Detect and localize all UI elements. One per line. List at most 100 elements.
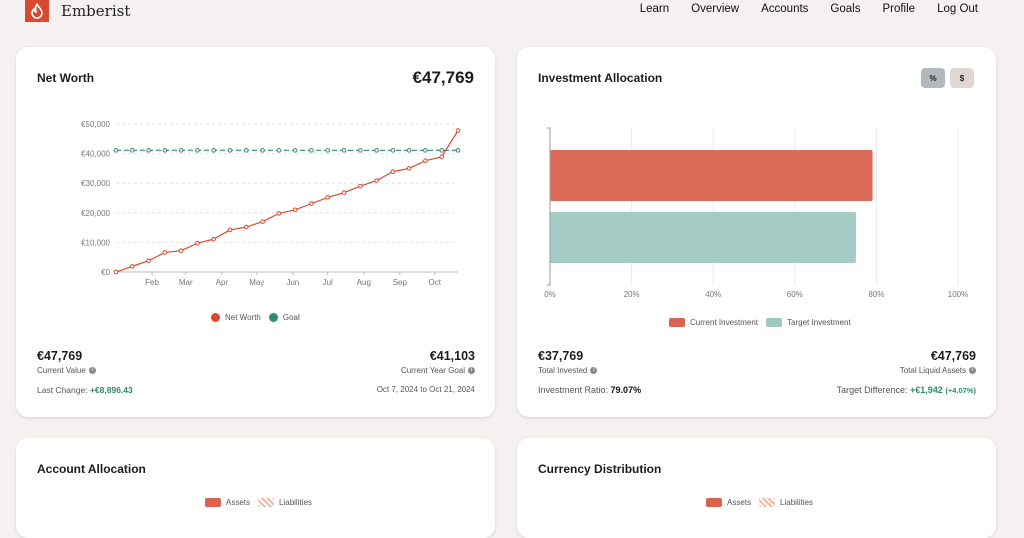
data-point (129, 148, 135, 153)
investment-ratio: Investment Ratio: 79.07% (538, 385, 641, 395)
liabilities-swatch (258, 498, 275, 507)
legend-label: Liabilities (279, 498, 312, 507)
legend-label: Liabilities (780, 498, 813, 507)
investment-card: Investment Allocation % $ 0% 20% 40% 60% 80%… (517, 47, 996, 417)
data-point (178, 148, 184, 153)
card-title: Currency Distribution (538, 462, 662, 476)
series-line (115, 130, 459, 273)
info-icon[interactable]: i (468, 367, 475, 374)
logo[interactable] (25, 0, 49, 22)
data-point (276, 148, 282, 153)
data-point (195, 240, 200, 246)
net-worth-chart: €0 €10,000 €20,000 €30,000 €40,000 €50,000 Feb… (81, 120, 461, 287)
data-point (276, 211, 282, 216)
total-invested-label: Total Invested i (538, 366, 598, 375)
date-range: Oct 7, 2024 to Oct 21, 2024 (376, 385, 475, 394)
label-text: Target Difference: (836, 385, 908, 395)
percent-toggle[interactable]: % (921, 68, 945, 88)
diff-value: +€1,942 (910, 385, 943, 395)
info-icon[interactable]: i (88, 367, 96, 374)
data-point (357, 183, 363, 189)
x-tick-label: Oct (429, 278, 442, 287)
assets-swatch (205, 498, 221, 507)
data-point (211, 148, 217, 153)
x-tick-label: 20% (624, 290, 640, 299)
currency-distribution-card: Currency Distribution Assets Liabilities (517, 438, 996, 538)
last-change-value: +€8,896.43 (89, 385, 133, 395)
info-icon[interactable]: i (590, 367, 598, 374)
net-worth-card: Net Worth €47,769 €0 €10,000 €20,000 €30,00… (16, 47, 495, 417)
data-point (406, 148, 412, 153)
x-tick-label: 80% (868, 290, 884, 299)
y-axis (547, 127, 551, 286)
nav-accounts[interactable]: Accounts (761, 3, 809, 15)
data-point (243, 224, 249, 230)
net-worth-total: €47,769 (412, 68, 474, 87)
account-allocation-card: Account Allocation Assets Liabilities (16, 438, 495, 538)
target-difference: Target Difference: +€1,942 (+4.07%) (837, 385, 976, 395)
x-tick-label: 60% (787, 290, 803, 299)
account-legend: Assets Liabilities (205, 498, 312, 507)
assets-swatch (706, 498, 722, 507)
data-point (341, 190, 347, 195)
data-point (455, 148, 461, 153)
data-point (390, 169, 396, 174)
data-point (325, 195, 331, 200)
legend-label: Assets (727, 498, 752, 507)
label-text: Total Invested (538, 366, 588, 375)
x-tick-label: Aug (357, 278, 371, 287)
dollar-toggle[interactable]: $ (950, 68, 974, 88)
data-point (227, 227, 233, 233)
nav-goals[interactable]: Goals (830, 3, 861, 15)
data-point (129, 264, 135, 269)
x-tick-label: Jul (323, 278, 333, 287)
info-icon[interactable]: i (969, 367, 976, 374)
data-point (439, 148, 445, 153)
y-tick-label: €10,000 (81, 238, 110, 247)
data-point (439, 154, 445, 160)
data-point (292, 207, 298, 213)
data-point (390, 148, 396, 153)
data-point (243, 148, 249, 153)
y-tick-label: €40,000 (81, 150, 110, 159)
total-liquid: €47,769 (930, 349, 976, 363)
x-tick-label: 100% (948, 290, 968, 299)
label-text: Total Liquid Assets (899, 366, 966, 375)
total-invested: €37,769 (538, 349, 584, 363)
data-point (309, 201, 314, 206)
legend-net-worth-swatch (211, 313, 220, 322)
y-tick-label: €0 (101, 268, 110, 277)
liabilities-swatch (759, 498, 776, 507)
data-point (423, 158, 428, 164)
goal-label: Current Year Goal i (401, 366, 475, 375)
data-point (211, 236, 217, 242)
legend-goal-swatch (268, 313, 278, 322)
investment-chart: 0% 20% 40% 60% 80% 100% (544, 127, 968, 299)
nav-profile[interactable]: Profile (882, 3, 916, 15)
data-point (309, 148, 314, 153)
legend-label: Net Worth (225, 313, 261, 322)
x-tick-label: 0% (544, 290, 556, 299)
legend-label: Target Investment (787, 318, 851, 327)
data-point (423, 148, 428, 153)
data-point (146, 148, 151, 153)
legend-label: Current Investment (690, 318, 759, 327)
data-point (113, 269, 119, 275)
data-point (260, 148, 265, 153)
legend-label: Assets (226, 498, 251, 507)
nav-learn[interactable]: Learn (639, 3, 670, 15)
flame-icon (31, 3, 43, 19)
card-title: Investment Allocation (538, 71, 663, 85)
nav-overview[interactable]: Overview (691, 3, 740, 15)
x-tick-label: Apr (216, 278, 229, 287)
current-value-label: Current Value i (37, 366, 96, 375)
data-point (374, 178, 379, 183)
data-point (162, 148, 168, 153)
data-point (357, 148, 363, 153)
legend-current-swatch (669, 318, 685, 327)
nav-logout[interactable]: Log Out (937, 3, 978, 15)
net-worth-legend: Net Worth Goal (211, 313, 300, 322)
data-point (325, 148, 331, 153)
y-tick-label: €20,000 (81, 209, 110, 218)
goal-value: €41,103 (429, 349, 475, 363)
